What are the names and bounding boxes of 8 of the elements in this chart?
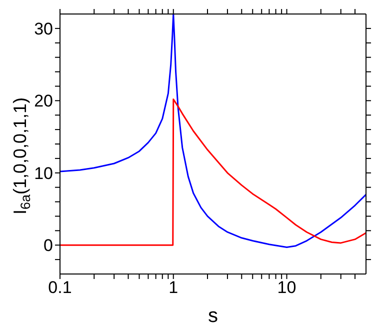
- x-tick-label: 10: [277, 278, 296, 298]
- x-axis-title: s: [208, 305, 218, 327]
- y-tick-label: 20: [34, 92, 53, 111]
- y-tick-label: 10: [34, 164, 53, 183]
- x-tick-label: 0.1: [48, 278, 72, 298]
- y-tick-label: 30: [34, 19, 53, 38]
- y-tick-label: 0: [44, 236, 53, 256]
- x-tick-label: 1: [168, 278, 178, 298]
